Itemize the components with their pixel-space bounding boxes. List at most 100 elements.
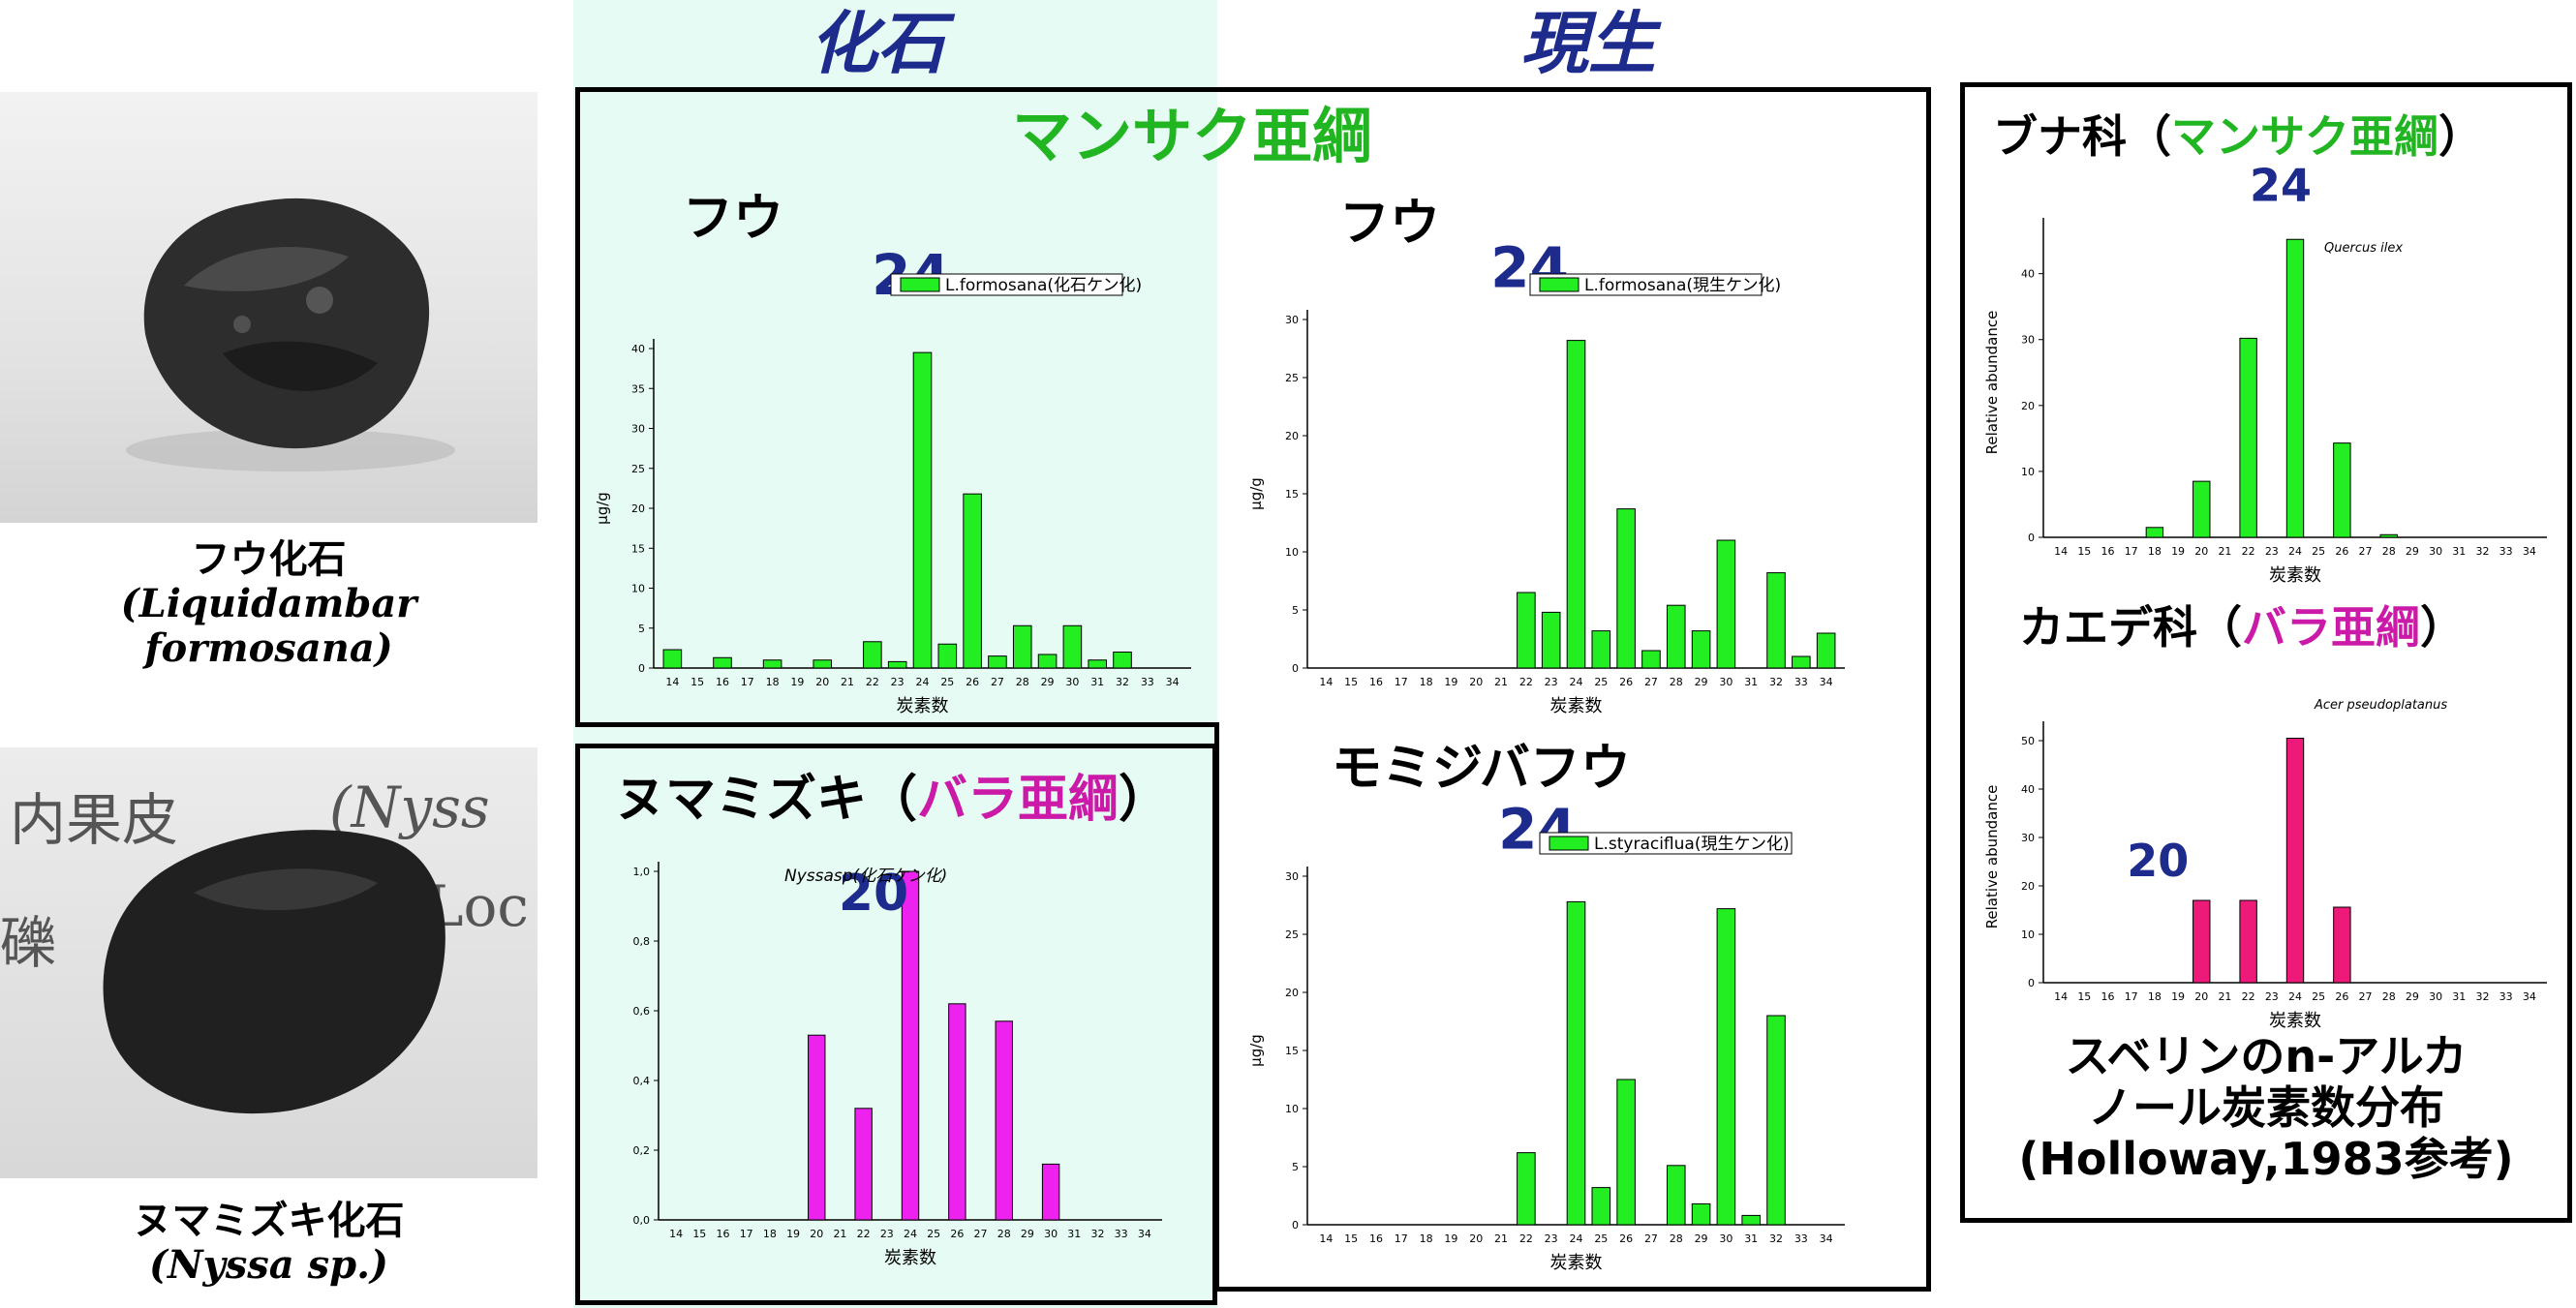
nyssa-close: ） bbox=[1119, 771, 1170, 829]
x-tick-label: 27 bbox=[974, 1228, 988, 1240]
x-tick-label: 26 bbox=[1619, 676, 1633, 688]
x-tick-label: 17 bbox=[2125, 990, 2138, 1003]
x-tick-label: 30 bbox=[2429, 545, 2442, 558]
x-axis-label: 炭素数 bbox=[897, 696, 949, 716]
x-axis-label: 炭素数 bbox=[1550, 696, 1603, 716]
peak-label: 20 bbox=[839, 865, 908, 923]
x-tick-label: 31 bbox=[2452, 545, 2466, 558]
y-tick-label: 25 bbox=[1285, 372, 1299, 384]
y-tick-label: 0,8 bbox=[633, 935, 651, 948]
bar bbox=[1666, 604, 1686, 669]
x-tick-label: 15 bbox=[1344, 1232, 1358, 1245]
kaede-group: バラ亜綱 bbox=[2242, 601, 2420, 654]
x-tick-label: 22 bbox=[1519, 676, 1533, 688]
x-tick-label: 19 bbox=[2171, 545, 2185, 558]
y-tick-label: 30 bbox=[631, 423, 645, 436]
momiji-frame bbox=[1214, 722, 1931, 1292]
legend: L.formosana(現生ケン化) bbox=[1529, 273, 1781, 296]
summary-line2: ノール炭素数分布 bbox=[2088, 1080, 2444, 1134]
x-tick-label: 31 bbox=[1744, 676, 1758, 688]
x-tick-label: 32 bbox=[1769, 1232, 1783, 1245]
x-tick-label: 19 bbox=[786, 1228, 800, 1240]
summary-text: スベリンのn-アルカ ノール炭素数分布 (Holloway,1983参考) bbox=[1980, 1031, 2552, 1185]
bar bbox=[1691, 630, 1711, 669]
x-tick-label: 24 bbox=[1570, 1232, 1583, 1245]
y-tick-label: 5 bbox=[1292, 604, 1299, 617]
x-tick-label: 23 bbox=[2265, 545, 2279, 558]
x-axis-label: 炭素数 bbox=[884, 1248, 936, 1268]
x-tick-label: 30 bbox=[1065, 676, 1079, 688]
plot-area: 0 5 10 15 20 25 30 14 15 16 17 18 19 20 21 22 23 24 25 26 27… bbox=[1247, 796, 1845, 1273]
x-axis-label: 炭素数 bbox=[2269, 565, 2321, 586]
x-tick-label: 27 bbox=[991, 676, 1004, 688]
bar bbox=[2379, 533, 2398, 538]
bar bbox=[1716, 908, 1736, 1226]
title-buna: ブナ科（マンサク亜綱） bbox=[1993, 114, 2483, 159]
photo-bg-text-3: 礫 bbox=[0, 910, 57, 976]
bar bbox=[1591, 630, 1611, 669]
nyssa-name: ヌマミズキ（ bbox=[615, 771, 918, 829]
y-tick-label: 30 bbox=[2021, 334, 2035, 347]
title-living-fu: フウ bbox=[1339, 195, 1441, 253]
chart-living-momiji: 0 5 10 15 20 25 30 14 15 16 17 18 19 20 21 22 23 24 25 26 27… bbox=[1247, 796, 1845, 1273]
peak-label: 20 bbox=[2127, 835, 2189, 887]
bar bbox=[963, 493, 982, 669]
x-tick-label: 28 bbox=[1670, 1232, 1683, 1245]
y-tick-label: 30 bbox=[1285, 314, 1299, 326]
x-tick-label: 21 bbox=[841, 676, 854, 688]
x-tick-label: 32 bbox=[1116, 676, 1129, 688]
x-tick-label: 21 bbox=[833, 1228, 846, 1240]
legend-frame bbox=[1529, 273, 1763, 296]
bar bbox=[2239, 899, 2257, 984]
bar bbox=[2145, 527, 2164, 538]
x-tick-label: 26 bbox=[950, 1228, 964, 1240]
x-tick-label: 31 bbox=[1744, 1232, 1758, 1245]
y-tick-label: 10 bbox=[2021, 928, 2035, 941]
photo-bg-text-2: (Nyss bbox=[329, 775, 490, 840]
y-axis-label: Relative abundance bbox=[1983, 311, 2001, 455]
fu-caption-line3: formosana) bbox=[144, 625, 393, 671]
x-tick-label: 14 bbox=[2054, 545, 2068, 558]
bar bbox=[1517, 1152, 1536, 1226]
x-tick-label: 16 bbox=[2101, 990, 2115, 1003]
legend-swatch bbox=[900, 277, 940, 292]
x-tick-label: 34 bbox=[1820, 676, 1833, 688]
y-tick-label: 0,0 bbox=[633, 1214, 651, 1227]
y-tick-label: 30 bbox=[2021, 832, 2035, 844]
x-tick-label: 20 bbox=[1469, 676, 1483, 688]
legend-swatch bbox=[1539, 277, 1579, 292]
x-tick-label: 31 bbox=[1090, 676, 1104, 688]
x-tick-label: 28 bbox=[997, 1228, 1011, 1240]
y-tick-label: 20 bbox=[2021, 400, 2035, 412]
x-tick-label: 20 bbox=[2194, 545, 2208, 558]
y-axis-label: Relative abundance bbox=[1983, 785, 2001, 929]
bar bbox=[995, 1020, 1013, 1221]
bar bbox=[1716, 539, 1736, 669]
summary-line3: (Holloway,1983参考) bbox=[2018, 1132, 2514, 1185]
bar bbox=[1566, 900, 1586, 1226]
bar bbox=[2193, 899, 2211, 984]
bar bbox=[1088, 659, 1107, 669]
y-tick-label: 10 bbox=[1285, 1103, 1299, 1115]
x-axis-label: 炭素数 bbox=[1550, 1253, 1603, 1273]
x-tick-label: 32 bbox=[1769, 676, 1783, 688]
bar bbox=[988, 655, 1007, 669]
chart-ref-quercus: 0 10 20 30 40 14 15 16 17 18 19 20 21 22 23 24 25 26 27 28 2… bbox=[1983, 159, 2547, 586]
bar bbox=[1012, 624, 1032, 669]
x-tick-label: 15 bbox=[1344, 676, 1358, 688]
x-tick-label: 24 bbox=[904, 1228, 917, 1240]
x-tick-label: 21 bbox=[1494, 1232, 1508, 1245]
x-tick-label: 30 bbox=[1719, 1232, 1733, 1245]
bar bbox=[1062, 624, 1083, 669]
plot-area: 0 5 10 15 20 25 30 14 15 16 17 18 19 20 21 22 23 24 25 26 27… bbox=[1247, 235, 1845, 716]
fu-caption-line1: フウ化石 bbox=[191, 537, 347, 582]
x-tick-label: 22 bbox=[857, 1228, 871, 1240]
x-tick-label: 33 bbox=[1794, 1232, 1808, 1245]
title-kaede: カエデ科（バラ亜綱） bbox=[2019, 605, 2465, 650]
x-tick-label: 18 bbox=[2148, 545, 2162, 558]
x-tick-label: 25 bbox=[2312, 990, 2325, 1003]
title-fossil-fu: フウ bbox=[683, 190, 784, 248]
bar bbox=[762, 659, 782, 669]
x-tick-label: 28 bbox=[2382, 545, 2396, 558]
x-tick-label: 15 bbox=[690, 676, 704, 688]
